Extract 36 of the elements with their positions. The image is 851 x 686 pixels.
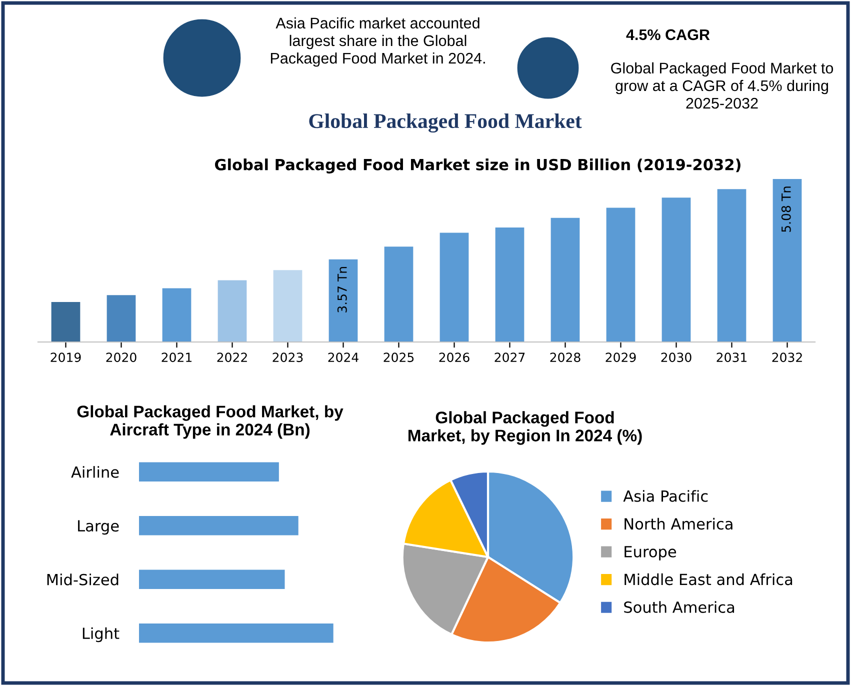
data-label: 3.57 Tn	[337, 267, 347, 312]
x-tick-label: 2020	[106, 352, 136, 362]
x-tick-label: 2024	[328, 352, 358, 362]
x-tick-label: 2027	[494, 352, 525, 362]
y-tick-label: Large	[78, 520, 119, 535]
x-tick-label: 2023	[272, 352, 303, 362]
bar	[139, 570, 285, 590]
legend-label: North America	[624, 518, 732, 530]
x-tick-label: 2032	[772, 352, 802, 362]
legend-label: South America	[624, 601, 734, 613]
x-tick-label: 2022	[217, 352, 247, 362]
legend-label: Asia Pacific	[623, 490, 708, 502]
text: Global Packaged Food Market	[309, 113, 582, 133]
chart-title: Global Packaged Food Market size in USD Billion (2019-2032)	[215, 158, 740, 174]
bar	[139, 516, 298, 536]
y-tick-label: Mid-Sized	[47, 574, 118, 586]
legend-label: Middle East and Africa	[624, 573, 792, 586]
x-tick-label: 2031	[716, 352, 746, 362]
bar	[139, 623, 334, 643]
chart-title: Global Packaged Food Market, by Aircraft Type in 2024 (Bn)	[77, 405, 344, 439]
y-tick-label: Airline	[71, 466, 119, 478]
chart-title: Global Packaged Food Market, by Region In 2024 (%)	[408, 411, 642, 445]
x-tick-label: 2025	[384, 352, 414, 362]
data-label: 5.08 Tn	[781, 186, 791, 232]
bar	[139, 462, 279, 482]
x-tick-label: 2026	[439, 352, 470, 362]
text: Global Packaged Food Market to grow at a CAGR of 4.5% during 2025-2032	[611, 62, 834, 109]
legend-label: Europe	[624, 546, 676, 560]
x-tick-label: 2030	[661, 352, 692, 362]
text: Asia Pacific market accounted largest share in the Global Packaged Food Market in 2024.	[270, 17, 485, 67]
text: 4.5% CAGR	[626, 29, 710, 40]
x-tick-label: 2029	[606, 352, 636, 362]
x-tick-label: 2028	[550, 352, 580, 362]
y-tick-label: Light	[82, 627, 120, 642]
x-tick-label: 2019	[50, 352, 81, 362]
x-tick-label: 2021	[162, 352, 192, 362]
